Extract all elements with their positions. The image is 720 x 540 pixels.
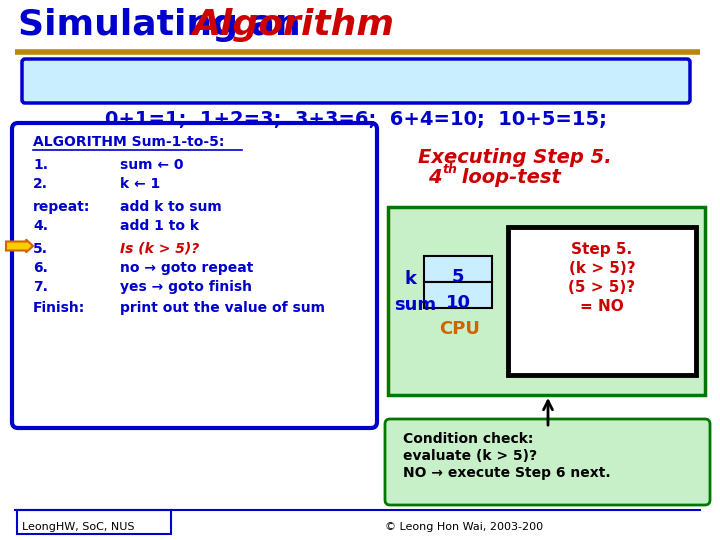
FancyBboxPatch shape <box>12 123 377 428</box>
Text: = NO: = NO <box>580 299 624 314</box>
FancyBboxPatch shape <box>17 510 171 534</box>
Text: th: th <box>442 163 457 176</box>
Text: sum: sum <box>394 296 436 314</box>
Text: (k > 5)?: (k > 5)? <box>569 261 635 276</box>
Text: Finish:: Finish: <box>33 301 85 315</box>
FancyBboxPatch shape <box>424 282 492 308</box>
Text: 1.: 1. <box>33 158 48 172</box>
FancyArrow shape <box>6 240 33 253</box>
Text: 5: 5 <box>451 268 464 286</box>
Text: 2.: 2. <box>33 177 48 191</box>
Text: 4: 4 <box>428 168 441 187</box>
Text: 6.: 6. <box>33 261 48 275</box>
Text: CPU: CPU <box>440 320 480 338</box>
Text: 4.: 4. <box>33 219 48 233</box>
Text: (5 > 5)?: (5 > 5)? <box>568 280 636 295</box>
Text: print out the value of sum: print out the value of sum <box>120 301 325 315</box>
FancyBboxPatch shape <box>22 59 690 103</box>
Text: Condition check:: Condition check: <box>403 432 534 446</box>
Text: Is (k > 5)?: Is (k > 5)? <box>120 242 199 256</box>
Text: add 1 to k: add 1 to k <box>120 219 199 233</box>
Text: Executing Step 5.: Executing Step 5. <box>418 148 611 167</box>
Text: Algorithm: Algorithm <box>192 8 394 42</box>
Text: repeat:: repeat: <box>33 200 91 214</box>
Text: 10: 10 <box>446 294 470 312</box>
FancyBboxPatch shape <box>388 207 705 395</box>
Text: evaluate (k > 5)?: evaluate (k > 5)? <box>403 449 537 463</box>
Text: ALGORITHM Sum-1-to-5:: ALGORITHM Sum-1-to-5: <box>33 135 225 149</box>
Text: NO → execute Step 6 next.: NO → execute Step 6 next. <box>403 466 611 480</box>
Text: 0+1=1;  1+2=3;  3+3=6;  6+4=10;  10+5=15;: 0+1=1; 1+2=3; 3+3=6; 6+4=10; 10+5=15; <box>105 110 607 129</box>
Text: LeongHW, SoC, NUS: LeongHW, SoC, NUS <box>22 522 135 532</box>
Text: Simulating an: Simulating an <box>18 8 313 42</box>
Text: k ← 1: k ← 1 <box>120 177 161 191</box>
Text: k: k <box>404 270 416 288</box>
Text: yes → goto finish: yes → goto finish <box>120 280 252 294</box>
FancyBboxPatch shape <box>385 419 710 505</box>
FancyBboxPatch shape <box>424 256 492 282</box>
Text: Step 5.: Step 5. <box>572 242 633 257</box>
Text: add k to sum: add k to sum <box>120 200 222 214</box>
Text: 7.: 7. <box>33 280 48 294</box>
Text: no → goto repeat: no → goto repeat <box>120 261 253 275</box>
Text: sum ← 0: sum ← 0 <box>120 158 184 172</box>
Text: © Leong Hon Wai, 2003-200: © Leong Hon Wai, 2003-200 <box>385 522 543 532</box>
Text: loop-test: loop-test <box>455 168 561 187</box>
FancyBboxPatch shape <box>508 227 696 375</box>
Text: 5.: 5. <box>33 242 48 256</box>
